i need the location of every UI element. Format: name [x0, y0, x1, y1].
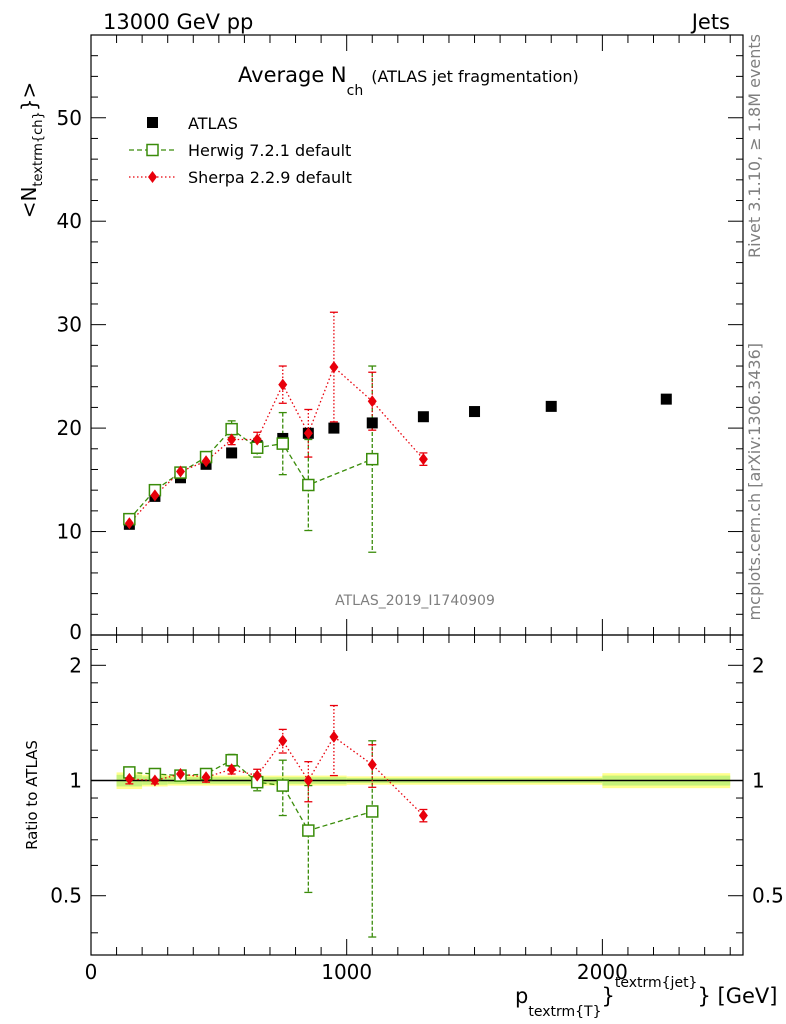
- sherpa-point-2: [175, 465, 185, 478]
- y-axis-label-main: <Ntextrm{ch}}>: [17, 82, 46, 219]
- atlas-point-12: [545, 400, 557, 412]
- sherpa-ratio-point-7: [303, 774, 313, 787]
- main-ytick-label-zero: 0: [69, 620, 82, 644]
- sherpa-point-4: [227, 433, 237, 446]
- sherpa-point-8: [329, 361, 339, 374]
- herwig-ratio-point-8: [366, 805, 379, 818]
- herwig-point-4: [225, 422, 238, 436]
- main-ytick-label: 20: [57, 416, 82, 440]
- ratio-ytick-label-left: 1: [69, 769, 82, 793]
- sherpa-ratio-point-1: [150, 774, 160, 787]
- sherpa-point-3: [201, 455, 211, 468]
- ratio-ytick-label-left: 2: [69, 653, 82, 677]
- main-ytick-label: 40: [57, 209, 82, 233]
- main-ytick-label: 10: [57, 520, 82, 544]
- y-axis-label-ratio: Ratio to ATLAS: [23, 740, 41, 850]
- legend-marker-herwig: [146, 143, 159, 157]
- herwig-ratio-line: [129, 759, 373, 832]
- atlas-point-8: [328, 422, 340, 434]
- legend-marker-sherpa: [148, 171, 157, 183]
- atlas-point-4: [226, 447, 238, 459]
- herwig-ratio-point-7: [302, 824, 315, 837]
- sherpa-main-line: [128, 365, 424, 524]
- title-sub: ch: [347, 83, 364, 99]
- sherpa-ratio-point-10: [418, 809, 428, 822]
- ratio-ytick-label-right: 2: [752, 653, 765, 677]
- herwig-point-6: [276, 437, 290, 450]
- sherpa-ratio-point-2: [175, 767, 185, 780]
- title-main: Average N: [238, 63, 347, 87]
- ratio-ytick-label-right: 1: [752, 769, 765, 793]
- herwig-main-line: [128, 428, 373, 520]
- xtick-label: 2000: [577, 960, 628, 984]
- atlas-point-10: [417, 411, 429, 423]
- herwig-point-8: [366, 452, 379, 466]
- ratio-plot-data: [123, 704, 428, 938]
- ratio-ytick-label-right: 0.5: [752, 884, 784, 908]
- sherpa-point-1: [150, 489, 160, 502]
- herwig-ratio-point-6: [276, 779, 290, 792]
- main-ytick-label: 30: [57, 313, 82, 337]
- sherpa-point-0: [124, 517, 134, 530]
- atlas-point-9: [366, 417, 378, 429]
- main-ytick-label: 50: [57, 106, 82, 130]
- header-right: Jets: [690, 10, 730, 34]
- rivet-label: Rivet 3.1.10, ≥ 1.8M events: [745, 34, 764, 258]
- atlas-point-13: [660, 393, 672, 405]
- legend: ATLAS Herwig 7.2.1 default Sherpa 2.2.9 …: [129, 114, 352, 187]
- plot-title: Average Nch (ATLAS jet fragmentation): [238, 63, 579, 99]
- legend-label-sherpa: Sherpa 2.2.9 default: [188, 168, 352, 187]
- sherpa-ratio-point-6: [278, 734, 288, 747]
- ratio-plot-frame: [90, 634, 744, 956]
- header-left: 13000 GeV pp: [103, 10, 253, 34]
- sherpa-ratio-point-0: [124, 772, 134, 785]
- herwig-point-7: [302, 478, 315, 492]
- sherpa-point-5: [252, 433, 262, 446]
- legend-label-herwig: Herwig 7.2.1 default: [188, 141, 351, 160]
- sherpa-ratio-point-3: [201, 771, 211, 784]
- title-extra: (ATLAS jet fragmentation): [371, 67, 579, 86]
- sherpa-ratio-point-8: [329, 730, 339, 743]
- legend-label-atlas: ATLAS: [188, 114, 238, 133]
- sherpa-point-10: [418, 453, 428, 466]
- atlas-point-11: [469, 406, 481, 418]
- mcplots-label: mcplots.cern.ch [arXiv:1306.3436]: [745, 343, 764, 620]
- analysis-watermark: ATLAS_2019_I1740909: [335, 593, 495, 609]
- sherpa-ratio-point-9: [367, 758, 377, 771]
- sherpa-point-7: [303, 427, 313, 440]
- xtick-label: 0: [85, 960, 98, 984]
- x-axis-label: ptextrm{T}}textrm{jet}} [GeV]: [515, 975, 777, 1020]
- sherpa-ratio-point-4: [227, 763, 237, 776]
- sherpa-ratio-point-5: [252, 769, 262, 782]
- legend-marker-atlas: [147, 117, 158, 128]
- xtick-label: 1000: [321, 960, 372, 984]
- sherpa-point-6: [278, 378, 288, 391]
- main-plot-data: [123, 311, 672, 553]
- sherpa-point-9: [367, 395, 377, 408]
- ratio-ytick-label-left: 0.5: [50, 884, 82, 908]
